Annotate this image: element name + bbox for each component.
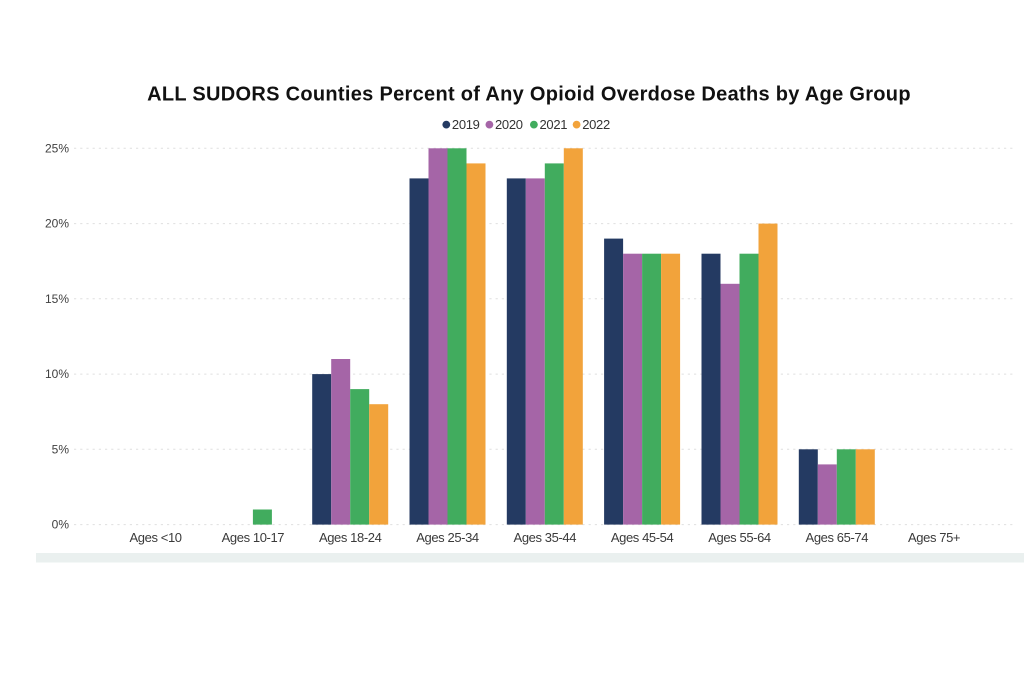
- svg-text:5%: 5%: [52, 442, 70, 456]
- svg-text:2022: 2022: [582, 117, 610, 132]
- svg-text:Ages 45-54: Ages 45-54: [611, 530, 674, 545]
- svg-text:Ages 65-74: Ages 65-74: [806, 530, 869, 545]
- svg-text:20%: 20%: [45, 217, 69, 231]
- svg-text:Ages 35-44: Ages 35-44: [514, 530, 577, 545]
- svg-text:0%: 0%: [52, 518, 70, 532]
- svg-text:2020: 2020: [495, 117, 523, 132]
- svg-text:Ages 75+: Ages 75+: [908, 530, 960, 545]
- svg-text:25%: 25%: [45, 141, 69, 155]
- svg-text:Ages 25-34: Ages 25-34: [416, 530, 479, 545]
- svg-text:2019: 2019: [452, 117, 480, 132]
- svg-text:ALL SUDORS Counties Percent of: ALL SUDORS Counties Percent of Any Opioi…: [147, 84, 911, 106]
- svg-text:Ages <10: Ages <10: [130, 530, 182, 545]
- svg-text:Ages 18-24: Ages 18-24: [319, 530, 382, 545]
- svg-text:15%: 15%: [45, 292, 69, 306]
- svg-text:10%: 10%: [45, 367, 69, 381]
- svg-text:2021: 2021: [540, 117, 568, 132]
- svg-text:Ages 10-17: Ages 10-17: [222, 530, 285, 545]
- svg-text:Ages 55-64: Ages 55-64: [708, 530, 771, 545]
